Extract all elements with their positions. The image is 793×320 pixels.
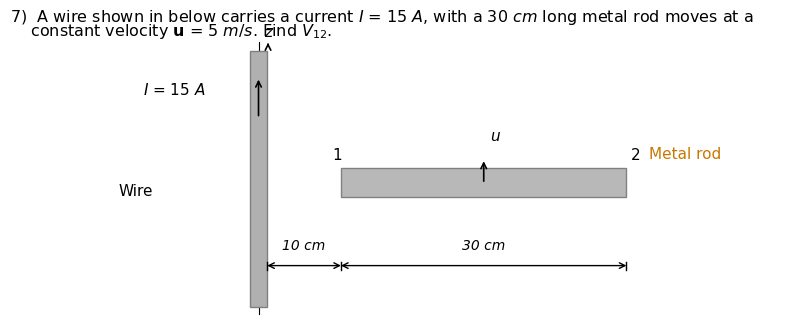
Text: constant velocity $\mathbf{u}$ = 5 $m/s$. Find $V_{12}$.: constant velocity $\mathbf{u}$ = 5 $m/s$… bbox=[10, 22, 333, 41]
Text: 1: 1 bbox=[332, 148, 342, 163]
Text: z: z bbox=[264, 25, 272, 40]
Text: $I$ = 15 $A$: $I$ = 15 $A$ bbox=[143, 82, 205, 98]
Text: 7)  A wire shown in below carries a current $I$ = 15 $A$, with a 30 $cm$ long me: 7) A wire shown in below carries a curre… bbox=[10, 8, 754, 27]
Bar bbox=[341, 168, 626, 197]
Text: Wire: Wire bbox=[119, 185, 154, 199]
Text: 2: 2 bbox=[631, 148, 641, 163]
Text: $u$: $u$ bbox=[490, 129, 501, 144]
Text: 30 cm: 30 cm bbox=[462, 239, 505, 253]
Text: 10 cm: 10 cm bbox=[282, 239, 326, 253]
Text: Metal rod: Metal rod bbox=[649, 147, 721, 162]
Bar bbox=[250, 51, 267, 307]
